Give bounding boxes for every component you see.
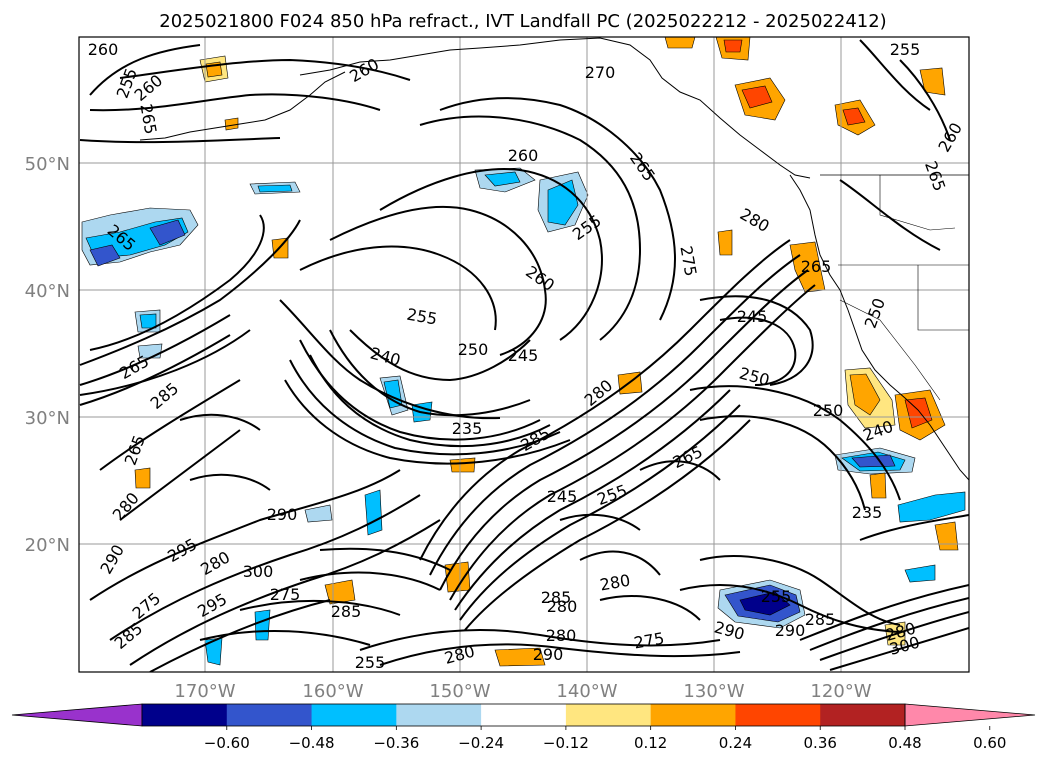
colorbar-extend-max bbox=[904, 703, 1036, 727]
contour-label: 245 bbox=[737, 307, 768, 326]
contour-label: 280 bbox=[547, 597, 578, 616]
contour-label: 285 bbox=[541, 588, 572, 607]
colorbar: −0.60 −0.48 −0.36 −0.24 −0.12 0.12 0.24 0.36 0.4… bbox=[11, 703, 1036, 752]
colorbar-segment bbox=[481, 704, 567, 726]
contour-label: 265 bbox=[801, 257, 832, 276]
shade-positive bbox=[449, 457, 476, 473]
colorbar-segment bbox=[142, 704, 228, 726]
contour-label: 260 bbox=[508, 146, 539, 165]
colorbar-tick-label: −0.12 bbox=[543, 734, 589, 752]
contour-label: 290 bbox=[533, 645, 564, 664]
lon-label-140w: 140°W bbox=[556, 681, 617, 702]
colorbar-segment bbox=[820, 704, 906, 726]
colorbar-segment bbox=[735, 704, 821, 726]
colorbar-segment bbox=[311, 704, 397, 726]
shade-positive bbox=[869, 472, 887, 499]
shade-negative bbox=[254, 609, 271, 641]
contour-label: 285 bbox=[805, 610, 836, 629]
lon-label-150w: 150°W bbox=[429, 681, 490, 702]
shade-negative bbox=[897, 491, 966, 523]
shade-positive bbox=[134, 467, 151, 489]
coastlines bbox=[139, 37, 969, 481]
shade-positive bbox=[717, 229, 733, 256]
lon-label-160w: 160°W bbox=[302, 681, 363, 702]
colorbar-tick-label: −0.24 bbox=[458, 734, 504, 752]
colorbar-segment bbox=[650, 704, 736, 726]
lat-label-40n: 40°N bbox=[25, 281, 70, 302]
lon-axis-labels: 170°W 160°W 150°W 140°W 130°W 120°W bbox=[174, 681, 871, 702]
shade-negative bbox=[851, 454, 896, 468]
colorbar-tick-label: −0.60 bbox=[204, 734, 250, 752]
shade-positive bbox=[842, 107, 866, 126]
coastline-bc bbox=[789, 174, 849, 311]
colorbar-tick-label: −0.36 bbox=[373, 734, 419, 752]
contour-label: 255 bbox=[890, 40, 921, 59]
contour-label: 235 bbox=[852, 503, 883, 522]
colorbar-extend-min bbox=[11, 703, 143, 727]
shade-negative bbox=[149, 219, 186, 246]
contour-label: 300 bbox=[243, 562, 274, 581]
border-states bbox=[838, 175, 969, 401]
colorbar-segment bbox=[565, 704, 652, 726]
colorbar-tick-label: 0.24 bbox=[719, 734, 752, 752]
lat-label-20n: 20°N bbox=[25, 535, 70, 556]
shade-positive bbox=[741, 85, 773, 109]
shade-negative bbox=[364, 489, 383, 536]
contour-label: 275 bbox=[270, 585, 301, 604]
colorbar-tick-label: 0.60 bbox=[973, 734, 1006, 752]
shade-positive bbox=[904, 397, 933, 429]
contour-labels: 260 255 260 265 260 270 255 260 265 260 … bbox=[88, 40, 966, 672]
coastline-alaska bbox=[299, 37, 811, 179]
lon-label-170w: 170°W bbox=[174, 681, 235, 702]
lat-label-50n: 50°N bbox=[25, 154, 70, 175]
shade-negative bbox=[139, 313, 157, 329]
map-panel: 260 255 260 265 260 270 255 260 265 260 … bbox=[78, 36, 970, 673]
lat-label-30n: 30°N bbox=[25, 408, 70, 429]
contour-label: 250 bbox=[813, 401, 844, 420]
coastline-aleutians bbox=[139, 71, 346, 141]
shade-negative bbox=[257, 184, 293, 193]
contour-label: 250 bbox=[458, 340, 489, 359]
colorbar-frame bbox=[141, 703, 906, 727]
contour-label: 255 bbox=[761, 587, 792, 606]
shade-negative bbox=[484, 171, 521, 187]
contour-label: 285 bbox=[331, 602, 362, 621]
lon-label-130w: 130°W bbox=[683, 681, 744, 702]
lat-axis-labels: 50°N 40°N 30°N 20°N bbox=[25, 154, 70, 556]
contour-label: 235 bbox=[452, 419, 483, 438]
colorbar-segment bbox=[396, 704, 482, 726]
map-background bbox=[79, 37, 969, 672]
contour-label: 260 bbox=[88, 40, 119, 59]
shade-positive bbox=[849, 373, 881, 416]
colorbar-tick-label: 0.36 bbox=[804, 734, 837, 752]
contour-label: 245 bbox=[508, 346, 539, 365]
contour-label: 270 bbox=[585, 63, 616, 82]
shade-positive bbox=[494, 647, 546, 667]
colorbar-segment bbox=[226, 704, 313, 726]
shade-positive bbox=[723, 39, 743, 53]
shade-positive bbox=[224, 117, 239, 131]
contour-label: 290 bbox=[775, 621, 806, 640]
contours bbox=[79, 39, 969, 672]
shade-negative bbox=[904, 564, 936, 583]
shade-positive bbox=[664, 37, 696, 49]
shade-positive bbox=[789, 241, 826, 293]
lon-label-120w: 120°W bbox=[810, 681, 871, 702]
map-title: 2025021800 F024 850 hPa refract., IVT La… bbox=[159, 11, 886, 32]
shade-negative bbox=[89, 244, 121, 267]
contour-label: 245 bbox=[547, 487, 578, 506]
contour-label: 290 bbox=[267, 505, 298, 524]
contour-label: 280 bbox=[546, 626, 577, 645]
shade-positive bbox=[934, 521, 959, 551]
colorbar-tick-label: 0.48 bbox=[888, 734, 921, 752]
contour-label: 255 bbox=[355, 653, 386, 672]
colorbar-tick-label: −0.48 bbox=[289, 734, 335, 752]
map-frame bbox=[78, 36, 970, 673]
shade-positive bbox=[919, 67, 946, 96]
colorbar-tick-label: 0.12 bbox=[634, 734, 667, 752]
coastline-us-west bbox=[847, 309, 969, 481]
shade-negative bbox=[304, 504, 333, 523]
